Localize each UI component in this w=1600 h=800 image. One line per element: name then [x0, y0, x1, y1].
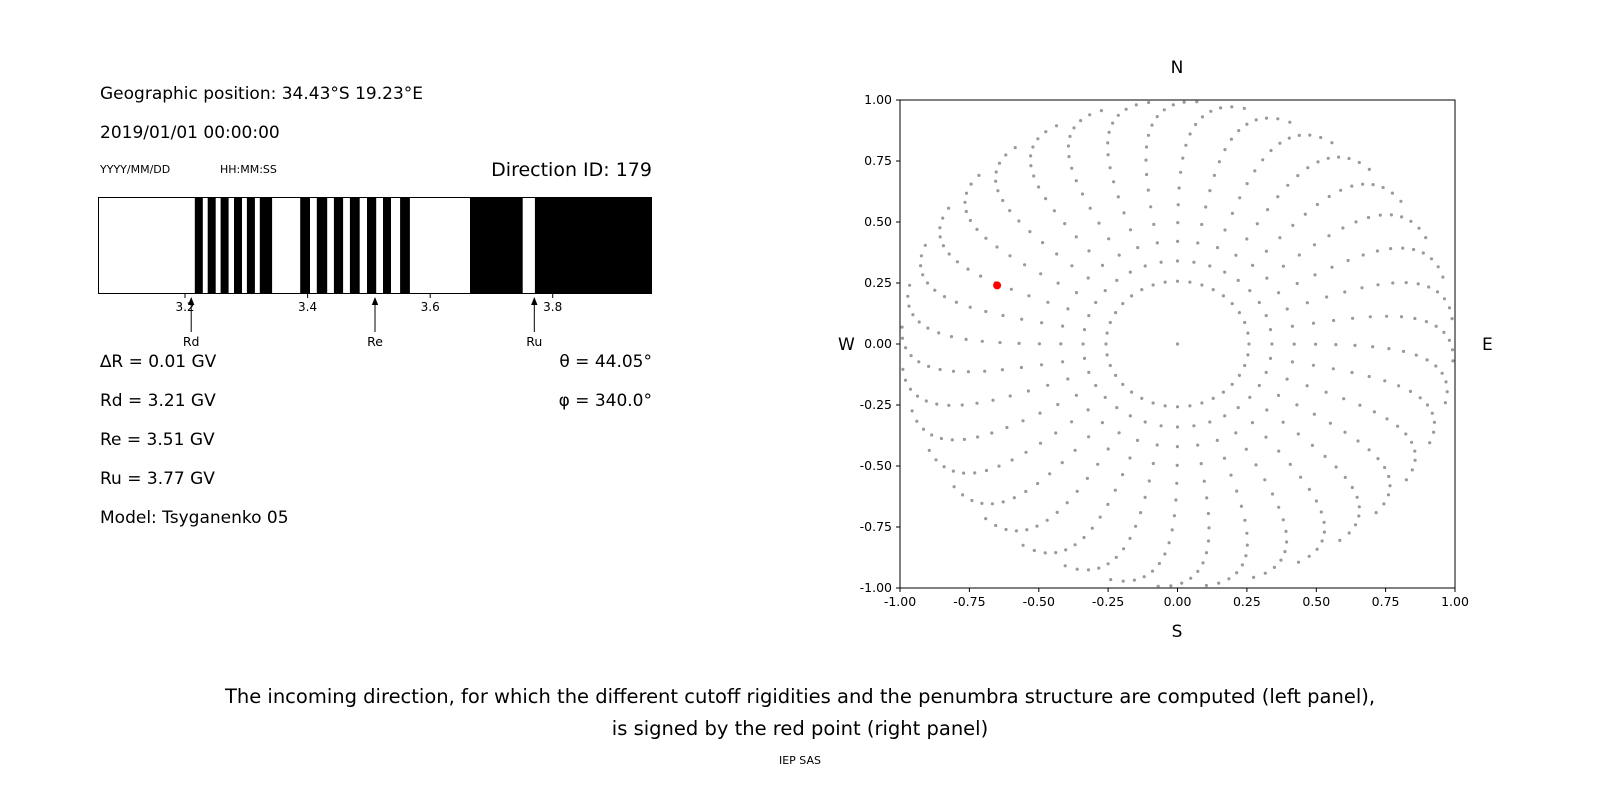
figure-caption: The incoming direction, for which the di…: [0, 685, 1600, 767]
svg-text:-0.50: -0.50: [860, 458, 892, 473]
theta-value: θ = 44.05°: [559, 352, 652, 372]
model-value: Model: Tsyganenko 05: [100, 508, 289, 528]
svg-text:-0.75: -0.75: [953, 594, 985, 609]
svg-text:3.8: 3.8: [543, 300, 562, 314]
svg-text:1.00: 1.00: [1441, 594, 1469, 609]
rd-value: Rd = 3.21 GV: [100, 391, 216, 411]
direction-map-panel: N S W E -1.00 -0.75 -0.50 -0.25 0.00 0.25 0.50…: [820, 55, 1520, 665]
svg-text:0.75: 0.75: [864, 153, 892, 168]
svg-text:0.50: 0.50: [1302, 594, 1330, 609]
ru-value: Ru = 3.77 GV: [100, 469, 215, 489]
svg-text:Rd: Rd: [183, 334, 200, 349]
svg-text:0.25: 0.25: [1233, 594, 1261, 609]
svg-text:0.75: 0.75: [1372, 594, 1400, 609]
param-row: Re = 3.51 GV: [100, 430, 652, 450]
svg-text:-0.25: -0.25: [1092, 594, 1124, 609]
delta-r-value: ∆R = 0.01 GV: [100, 352, 217, 372]
caption-line-1: The incoming direction, for which the di…: [224, 685, 1376, 708]
svg-text:Ru: Ru: [526, 334, 542, 349]
svg-text:-0.50: -0.50: [1023, 594, 1055, 609]
geographic-position-text: Geographic position: 34.43°S 19.23°E: [100, 84, 424, 104]
re-value: Re = 3.51 GV: [100, 430, 215, 450]
svg-text:3.4: 3.4: [298, 300, 317, 314]
asymptotic-directions-plot: -1.00 -0.75 -0.50 -0.25 0.00 0.25 0.50 0.75 1.00…: [860, 92, 1469, 609]
info-panel: Geographic position: 34.43°S 19.23°E 201…: [98, 0, 652, 560]
caption-line-2: is signed by the red point (right panel): [611, 717, 989, 740]
date-format-label: YYYY/MM/DD: [100, 163, 171, 176]
svg-text:0.00: 0.00: [864, 336, 892, 351]
phi-value: φ = 340.0°: [558, 391, 652, 411]
svg-text:-1.00: -1.00: [884, 594, 916, 609]
datetime-text: 2019/01/01 00:00:00: [100, 123, 280, 143]
svg-text:0.25: 0.25: [864, 275, 892, 290]
time-format-label: HH:MM:SS: [220, 163, 277, 176]
compass-north-label: N: [1170, 58, 1184, 78]
compass-south-label: S: [1171, 622, 1183, 642]
compass-west-label: W: [838, 335, 855, 355]
credit-text: IEP SAS: [778, 754, 822, 767]
param-row: Rd = 3.21 GV φ = 340.0°: [100, 391, 652, 411]
compass-east-label: E: [1482, 335, 1493, 355]
svg-text:Re: Re: [367, 334, 383, 349]
svg-text:-0.75: -0.75: [860, 519, 892, 534]
svg-text:1.00: 1.00: [864, 92, 892, 107]
red-direction-point: [993, 281, 1002, 290]
param-row: Model: Tsyganenko 05: [100, 508, 652, 528]
param-row: ∆R = 0.01 GV θ = 44.05°: [100, 352, 652, 372]
svg-text:0.50: 0.50: [864, 214, 892, 229]
penumbra-plot: 3.2 3.4 3.6 3.8Rd Re Ru: [98, 197, 652, 349]
svg-text:-0.25: -0.25: [860, 397, 892, 412]
svg-text:-1.00: -1.00: [860, 580, 892, 595]
svg-text:3.6: 3.6: [421, 300, 440, 314]
param-row: Ru = 3.77 GV: [100, 469, 652, 489]
direction-id-text: Direction ID: 179: [491, 159, 652, 181]
svg-text:0.00: 0.00: [1164, 594, 1192, 609]
